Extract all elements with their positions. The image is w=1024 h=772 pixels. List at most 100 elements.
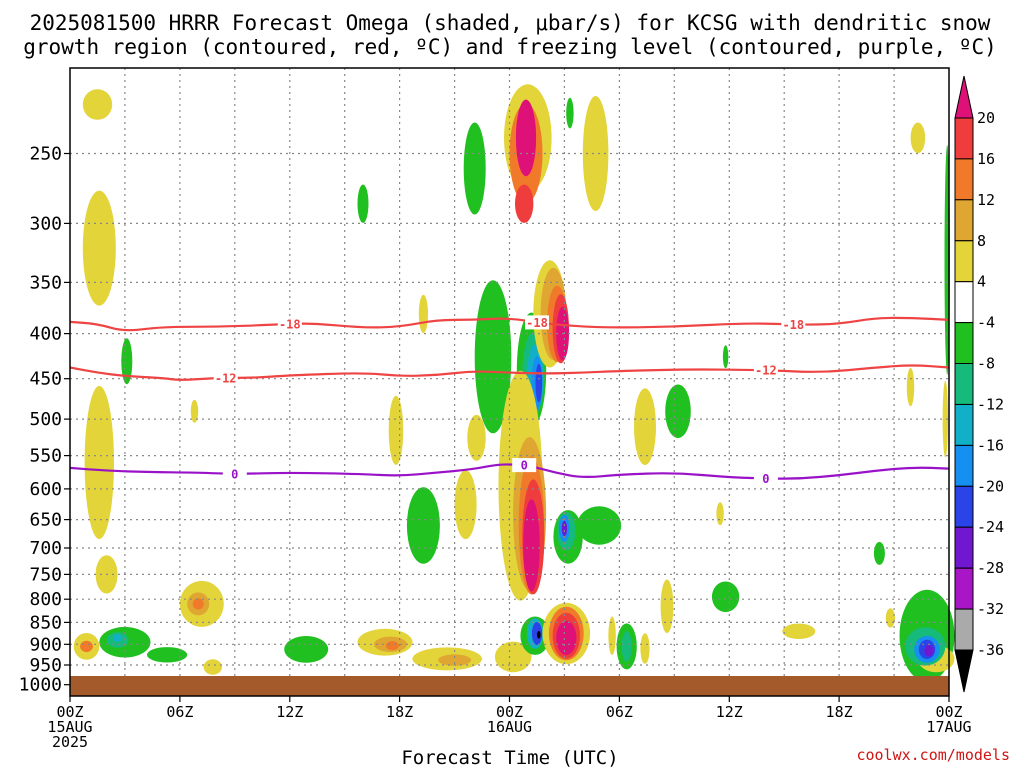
colorbar-label: -32 xyxy=(977,600,1004,618)
colorbar-bin xyxy=(954,567,974,610)
x-tick-label: 15AUG xyxy=(47,718,92,736)
y-tick-label: 650 xyxy=(29,510,62,531)
x-tick-label: 17AUG xyxy=(926,718,971,736)
contour-label-background xyxy=(753,471,778,486)
x-tick-label: 06Z xyxy=(166,703,193,721)
omega-region xyxy=(523,499,540,592)
colorbar-min-arrow xyxy=(954,649,974,693)
colorbar-label: -24 xyxy=(977,518,1004,536)
contour-label: 0 xyxy=(231,468,238,482)
colorbar-bin xyxy=(954,322,974,365)
x-tick-label: 06Z xyxy=(606,703,633,721)
y-tick-label: 800 xyxy=(29,589,62,610)
omega-region xyxy=(388,395,404,465)
omega-region xyxy=(711,581,740,613)
y-tick-label: 500 xyxy=(29,409,62,430)
omega-region xyxy=(121,338,133,385)
x-tick-label: 00Z xyxy=(56,703,83,721)
contour-label-background xyxy=(512,458,537,473)
colorbar-label: -8 xyxy=(977,355,995,373)
omega-region xyxy=(924,644,934,657)
omega-region xyxy=(582,96,609,211)
colorbar-max-arrow xyxy=(954,75,974,119)
colorbar-bin xyxy=(954,526,974,569)
y-tick-label: 900 xyxy=(29,634,62,655)
omega-region xyxy=(885,608,896,628)
contour-label: -18 xyxy=(526,316,548,330)
y-tick-label: 950 xyxy=(29,655,62,676)
x-tick-label: 12Z xyxy=(276,703,303,721)
omega-region xyxy=(385,641,399,651)
omega-region xyxy=(537,631,541,639)
contour-line--18 xyxy=(69,316,950,332)
omega-region xyxy=(454,470,477,540)
omega-region xyxy=(203,659,222,675)
colorbar-label: -36 xyxy=(977,641,1004,659)
contour-label: 0 xyxy=(762,472,769,486)
plot-area: -18 -18 -18 -12 -12 0 0 0 xyxy=(69,67,955,697)
x-tick-label: 00Z xyxy=(496,703,523,721)
colorbar-bin xyxy=(954,608,974,651)
omega-region xyxy=(782,623,816,639)
omega-region xyxy=(82,89,113,120)
colorbar-label: -4 xyxy=(977,314,995,332)
x-tick-label: 00Z xyxy=(935,703,962,721)
omega-region xyxy=(873,541,885,565)
omega-region xyxy=(467,414,486,461)
y-tick-label: 250 xyxy=(29,144,62,165)
omega-region xyxy=(566,97,574,129)
x-tick-label: 18Z xyxy=(826,703,853,721)
omega-region xyxy=(515,99,537,177)
omega-region xyxy=(192,598,204,610)
x-tick-label: 18Z xyxy=(386,703,413,721)
y-tick-label: 300 xyxy=(29,213,62,234)
site-credit[interactable]: coolwx.com/models xyxy=(856,746,1010,764)
contour-label-background xyxy=(753,363,778,378)
colorbar-bin xyxy=(954,281,974,324)
y-tick-label: 1000 xyxy=(19,675,62,696)
x-tick-label: 16AUG xyxy=(487,718,532,736)
colorbar-bin xyxy=(954,117,974,160)
y-axis: 2503003504004505005506006507007508008509… xyxy=(19,144,70,696)
colorbar-label: -20 xyxy=(977,477,1004,495)
contour-label: 0 xyxy=(521,459,528,473)
omega-region xyxy=(716,502,724,526)
omega-region xyxy=(556,620,577,656)
colorbar-label: -28 xyxy=(977,559,1004,577)
contour-label-background xyxy=(525,315,549,330)
y-tick-label: 750 xyxy=(29,564,62,585)
omega-region xyxy=(515,184,534,223)
omega-region xyxy=(942,380,948,458)
omega-region xyxy=(147,647,188,663)
omega-region xyxy=(463,122,486,215)
colorbar-bin xyxy=(954,240,974,283)
y-tick-label: 400 xyxy=(29,324,62,345)
colorbar-bin xyxy=(954,444,974,487)
colorbar-label: 16 xyxy=(977,150,995,168)
omega-region xyxy=(418,294,428,334)
chart-title-line-2: growth region (contoured, red, ºC) and f… xyxy=(23,35,997,59)
omega-region xyxy=(406,487,440,564)
omega-region xyxy=(82,190,116,306)
temperature-contours: -18 -18 -18 -12 -12 0 0 0 xyxy=(69,315,950,486)
y-tick-label: 700 xyxy=(29,538,62,559)
y-tick-label: 850 xyxy=(29,612,62,633)
omega-region xyxy=(906,367,915,407)
colorbar-bin xyxy=(954,199,974,242)
omega-region xyxy=(660,579,674,634)
colorbar-label: 12 xyxy=(977,191,995,209)
omega-region xyxy=(80,640,93,653)
omega-region xyxy=(621,631,632,662)
contour-label-background xyxy=(781,317,806,332)
colorbar-bin xyxy=(954,485,974,528)
omega-region xyxy=(284,636,329,663)
omega-region xyxy=(561,520,568,537)
omega-region xyxy=(113,634,123,642)
y-tick-label: 600 xyxy=(29,479,62,500)
contour-label-background xyxy=(277,316,302,331)
contour-label: -18 xyxy=(279,317,301,331)
x-tick-label: 12Z xyxy=(716,703,743,721)
colorbar-label: 20 xyxy=(977,109,995,127)
omega-region xyxy=(438,654,472,666)
